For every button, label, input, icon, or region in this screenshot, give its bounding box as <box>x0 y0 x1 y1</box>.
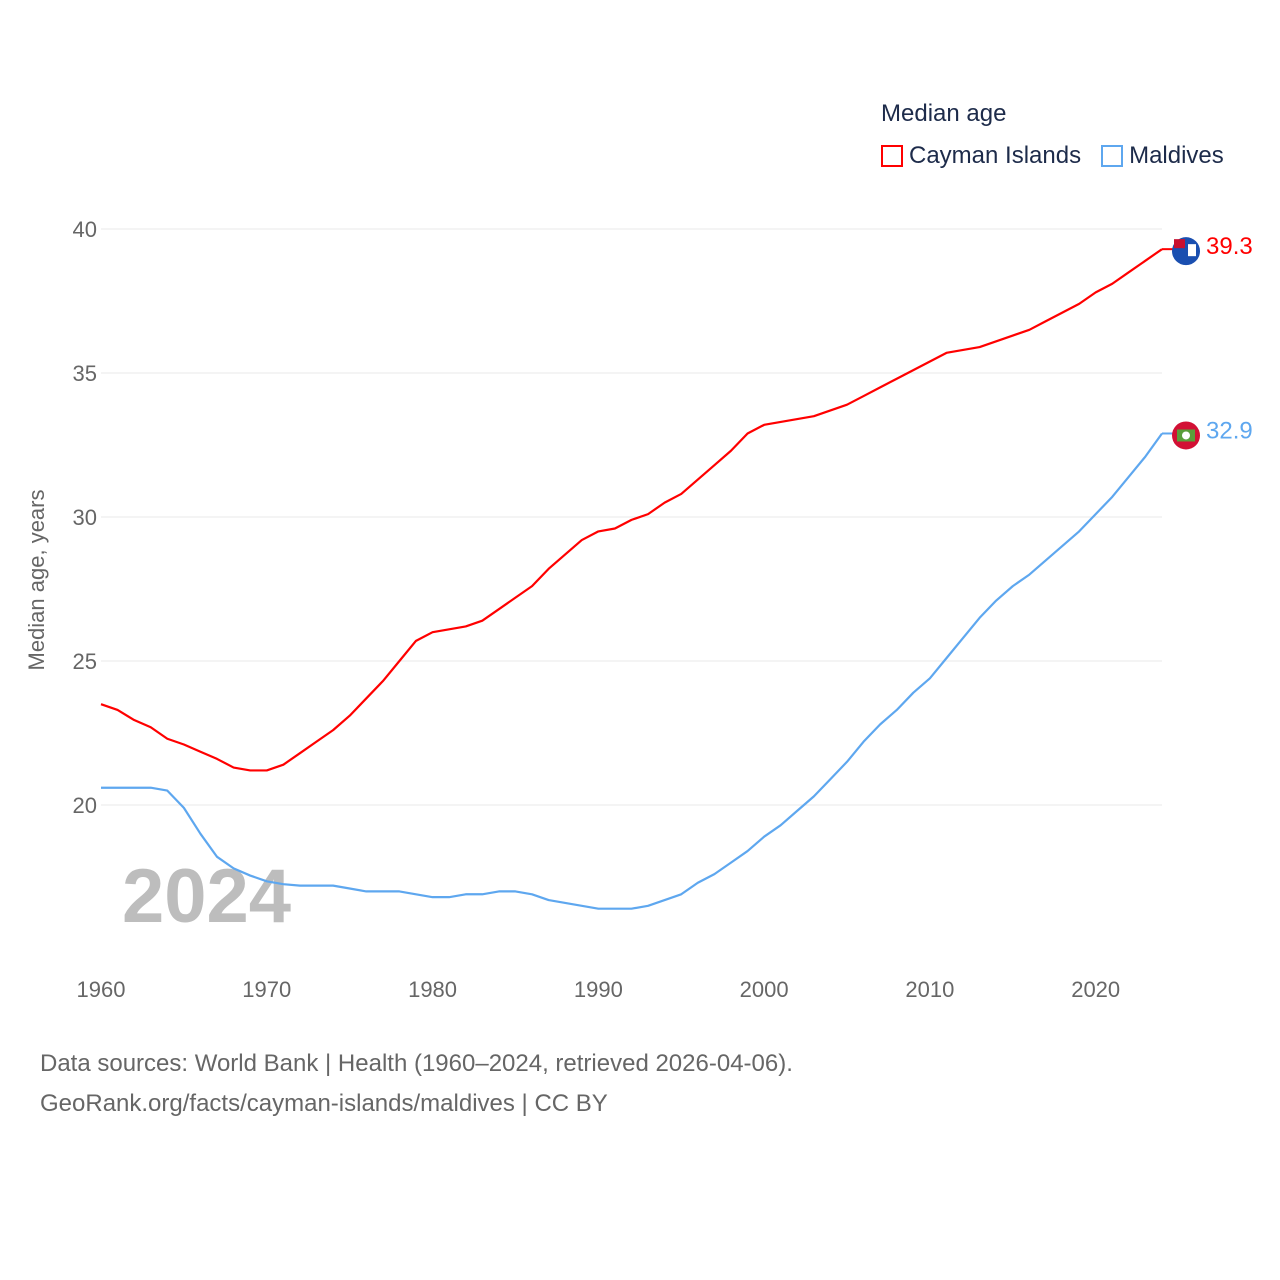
legend-swatch-maldives <box>1101 145 1124 167</box>
source-note: Data sources: World Bank | Health (1960–… <box>40 1044 793 1124</box>
legend-label-cayman: Cayman Islands <box>909 142 1082 169</box>
y-axis-title: Median age, years <box>24 490 49 671</box>
y-tick-label: 35 <box>73 361 97 386</box>
maldives-flag-crescent <box>1182 431 1190 440</box>
x-tick-label: 1990 <box>574 977 623 1002</box>
cayman-flag-union <box>1174 239 1185 249</box>
x-tick-label: 1970 <box>242 977 291 1002</box>
y-tick-label: 20 <box>73 793 97 818</box>
x-tick-label: 2000 <box>740 977 789 1002</box>
cayman-flag-shield <box>1188 244 1196 257</box>
x-tick-label: 1980 <box>408 977 457 1002</box>
x-tick-label: 2020 <box>1071 977 1120 1002</box>
y-tick-label: 30 <box>73 505 97 530</box>
legend: Cayman Islands Maldives <box>881 142 1224 170</box>
legend-title: Median age <box>881 100 1007 127</box>
legend-label-maldives: Maldives <box>1129 142 1224 169</box>
legend-item-cayman[interactable]: Cayman Islands <box>881 142 1081 170</box>
series-line-maldives <box>101 432 1163 910</box>
legend-item-maldives[interactable]: Maldives <box>1101 142 1224 170</box>
y-tick-label: 40 <box>73 217 97 242</box>
legend-swatch-cayman <box>881 145 903 167</box>
x-tick-label: 2010 <box>905 977 954 1002</box>
source-line-1: Data sources: World Bank | Health (1960–… <box>40 1050 793 1077</box>
series-line-cayman <box>100 248 1163 772</box>
end-value-label: 39.3 <box>1206 233 1253 260</box>
x-tick-label: 1960 <box>77 977 126 1002</box>
year-watermark: 2024 <box>122 854 291 939</box>
y-tick-label: 25 <box>73 649 97 674</box>
end-value-label: 32.9 <box>1206 417 1253 444</box>
source-line-2[interactable]: GeoRank.org/facts/cayman-islands/maldive… <box>40 1090 608 1117</box>
